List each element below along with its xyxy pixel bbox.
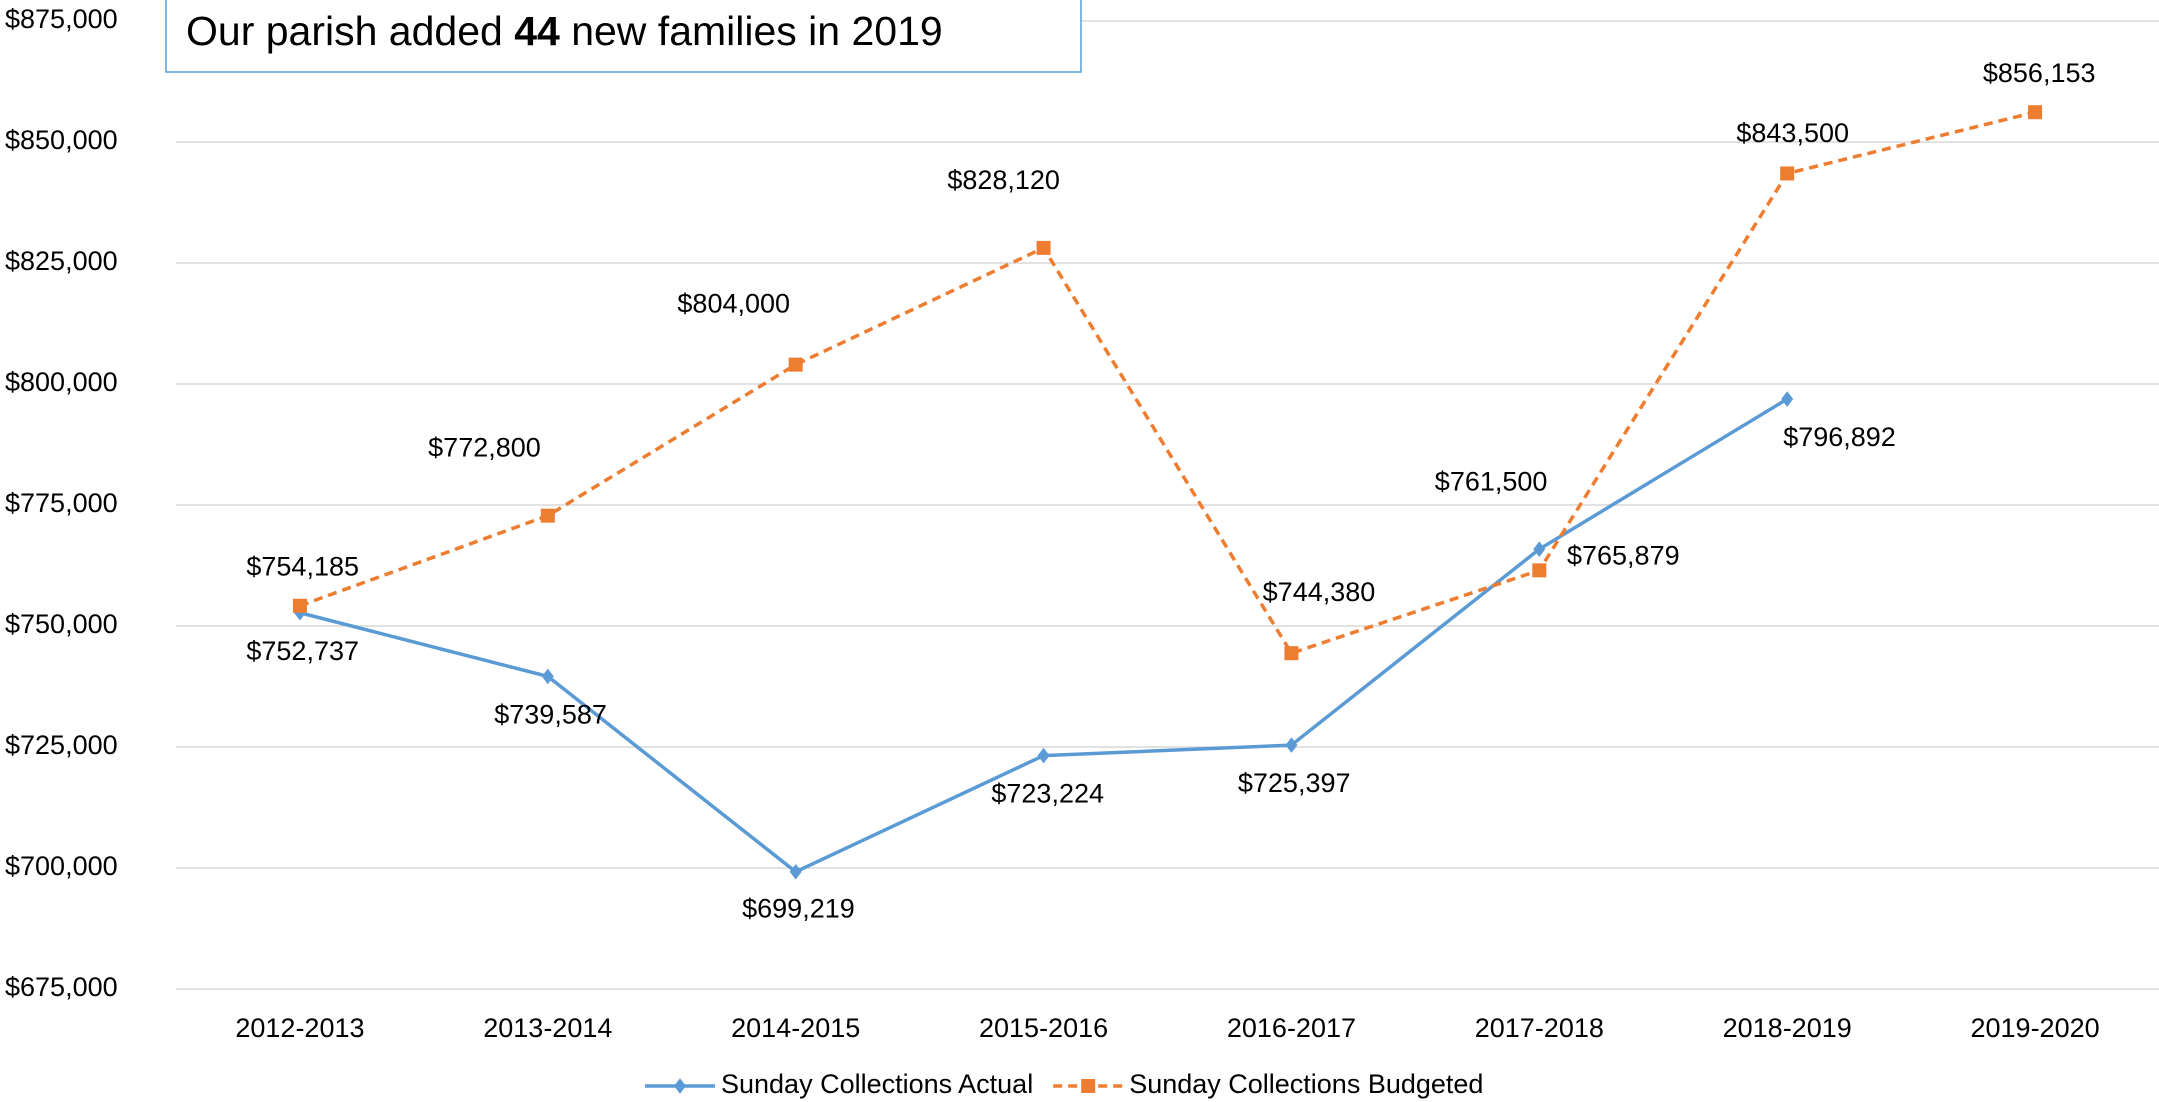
data-point <box>1284 646 1299 661</box>
data-label: $761,500 <box>1435 467 1548 497</box>
y-tick-label: $775,000 <box>5 488 118 518</box>
title-box <box>165 0 1082 73</box>
x-tick-label: 2019-2020 <box>1971 1013 2100 1043</box>
data-point <box>1781 391 1794 407</box>
title-text: new families in 2019 <box>560 8 943 54</box>
data-point <box>789 863 802 880</box>
data-point <box>1036 240 1051 255</box>
chart-title: Our parish added 44 new families in 2019 <box>186 8 943 54</box>
data-point <box>2028 105 2043 120</box>
y-tick-label: $875,000 <box>5 4 118 34</box>
legend-label: Sunday Collections Budgeted <box>1129 1069 1483 1099</box>
y-tick-label: $800,000 <box>5 367 118 397</box>
data-point <box>541 668 554 685</box>
y-tick-label: $850,000 <box>5 125 118 155</box>
data-label: $752,737 <box>246 636 359 666</box>
data-point <box>1285 737 1298 753</box>
data-label: $804,000 <box>677 289 790 319</box>
data-point <box>788 357 803 372</box>
legend-marker <box>1081 1079 1096 1093</box>
data-label: $744,380 <box>1263 577 1376 607</box>
data-point <box>1780 166 1795 181</box>
data-label: $723,224 <box>991 779 1104 809</box>
data-label: $699,219 <box>742 893 855 923</box>
x-tick-label: 2016-2017 <box>1227 1013 1356 1043</box>
y-tick-label: $750,000 <box>5 609 118 639</box>
legend-marker <box>674 1078 686 1094</box>
y-tick-label: $825,000 <box>5 246 118 276</box>
y-tick-label: $700,000 <box>5 851 118 881</box>
data-point <box>292 598 307 613</box>
data-point <box>540 508 555 523</box>
data-label: $843,500 <box>1736 118 1849 148</box>
series-line <box>299 110 2036 656</box>
data-label: $796,892 <box>1783 422 1896 452</box>
data-point <box>293 604 306 621</box>
data-point <box>1533 541 1546 557</box>
data-label: $828,120 <box>947 165 1060 195</box>
data-point <box>1037 747 1050 764</box>
data-point <box>1532 563 1547 578</box>
x-tick-label: 2018-2019 <box>1723 1013 1852 1043</box>
data-label: $765,879 <box>1567 541 1680 571</box>
title-number: 44 <box>514 8 560 54</box>
x-tick-label: 2015-2016 <box>979 1013 1108 1043</box>
data-label: $754,185 <box>246 552 359 582</box>
x-tick-label: 2013-2014 <box>483 1013 612 1043</box>
x-tick-label: 2012-2013 <box>235 1013 364 1043</box>
x-tick-label: 2014-2015 <box>731 1013 860 1043</box>
x-tick-label: 2017-2018 <box>1475 1013 1604 1043</box>
data-label: $772,800 <box>428 433 541 463</box>
legend-label: Sunday Collections Actual <box>721 1069 1033 1099</box>
title-text: Our parish added <box>186 8 514 54</box>
data-label: $856,153 <box>1983 58 2096 88</box>
y-tick-label: $725,000 <box>5 730 118 760</box>
data-label: $739,587 <box>494 699 607 729</box>
y-tick-label: $675,000 <box>5 972 118 1002</box>
data-label: $725,397 <box>1238 768 1351 798</box>
